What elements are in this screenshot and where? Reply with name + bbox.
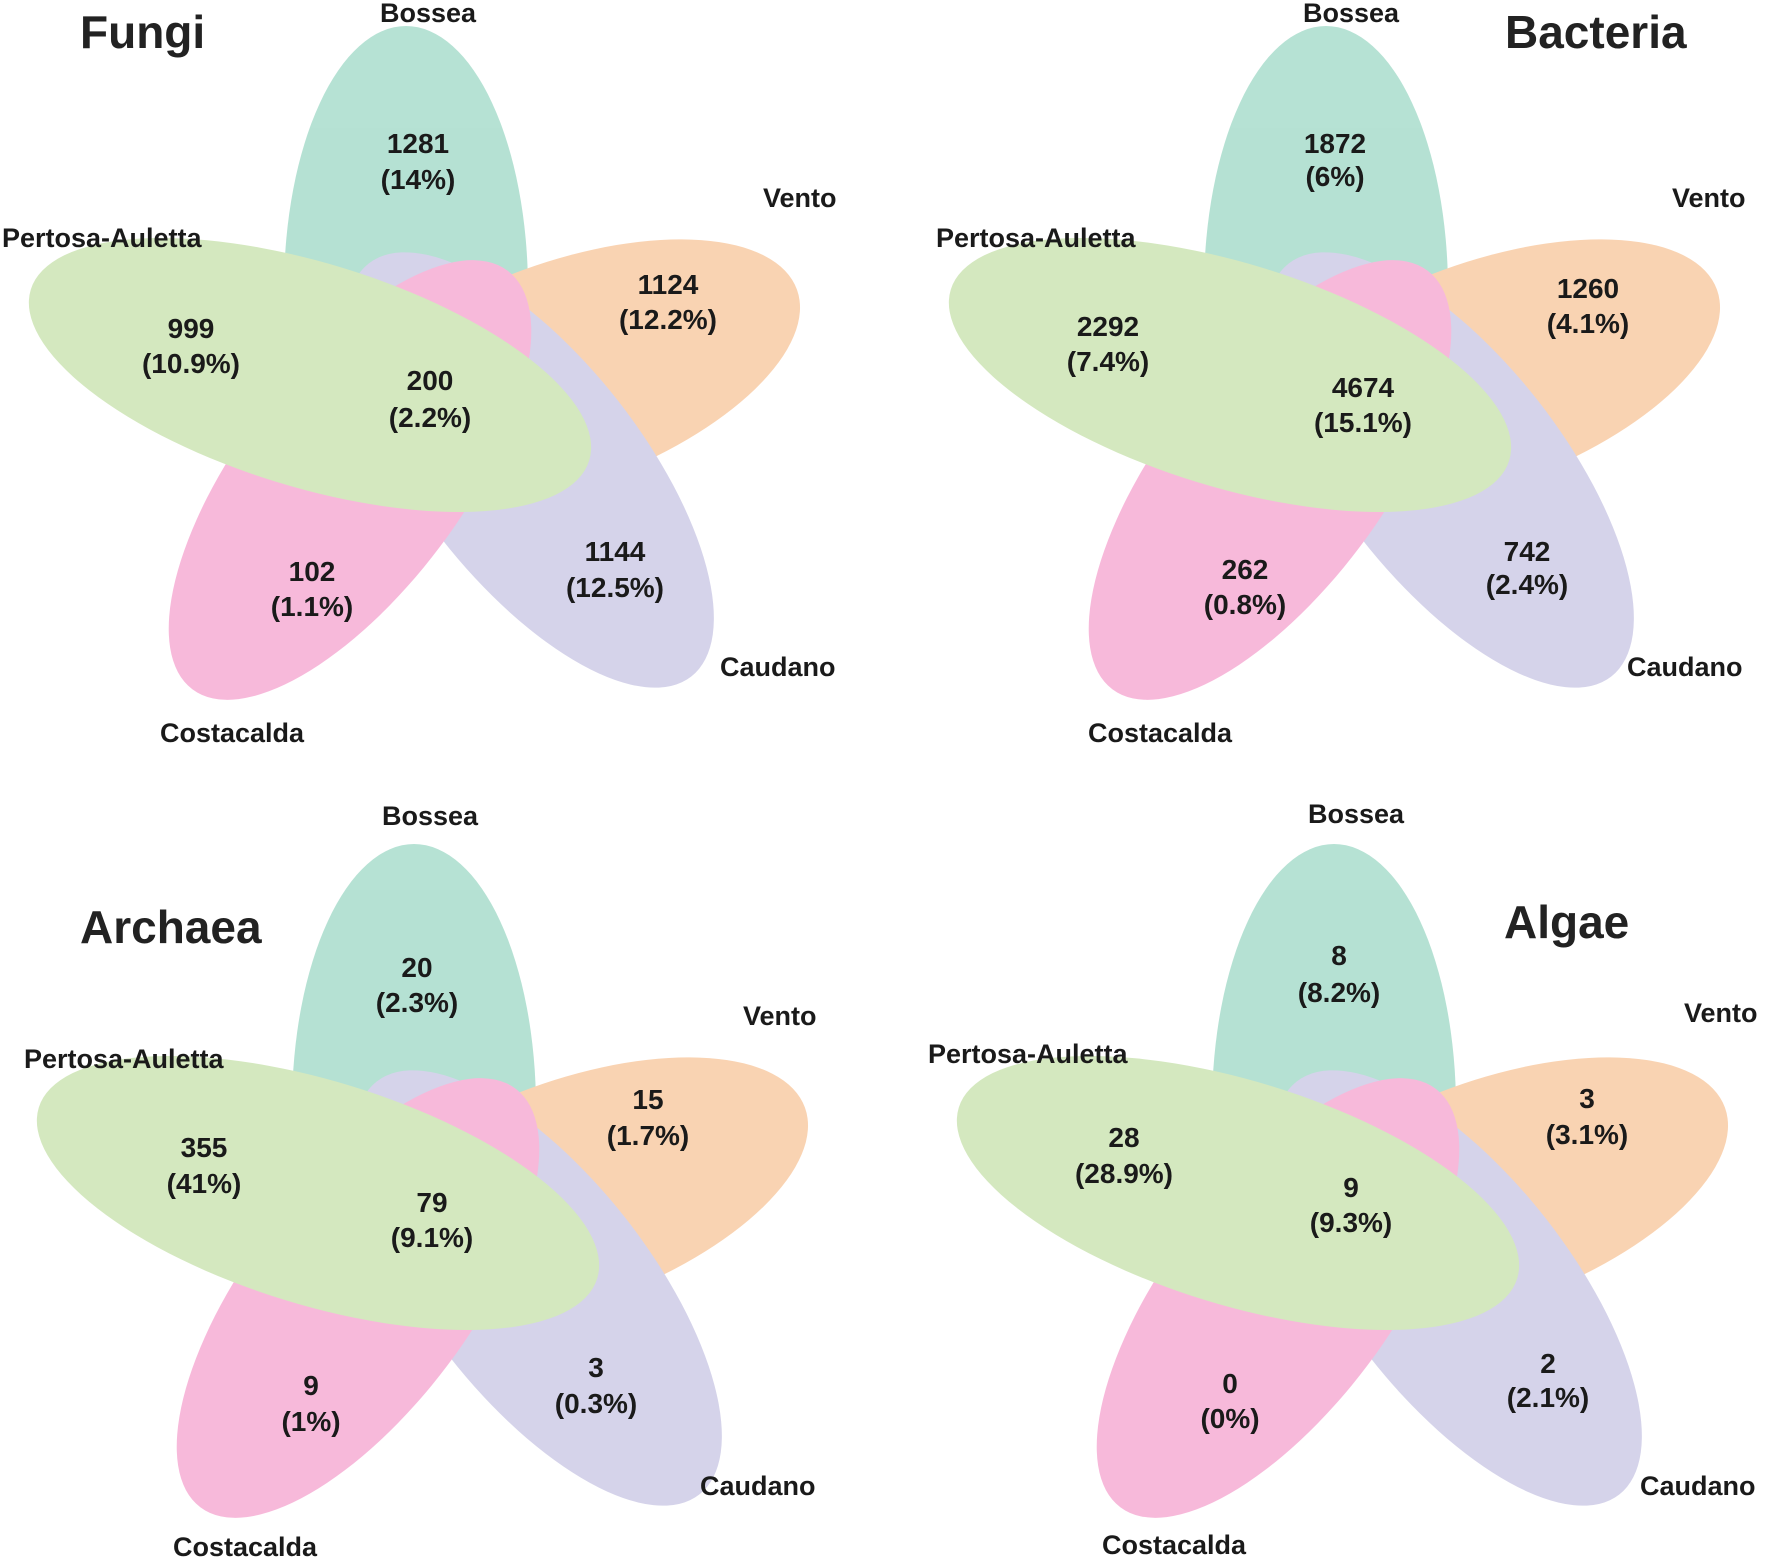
set-label-pertosa-auletta: Pertosa-Auletta xyxy=(928,1039,1129,1069)
region-percent-caudano: (2.4%) xyxy=(1486,569,1568,600)
venn-panel-bacteria: Bacteria Bossea Vento Caudano Costacalda… xyxy=(936,0,1746,748)
region-count-costacalda: 102 xyxy=(289,556,336,587)
region-percent-caudano: (12.5%) xyxy=(566,572,664,603)
ellipse-costacalda xyxy=(1088,260,1452,700)
region-count-all: 9 xyxy=(1343,1172,1359,1203)
ellipse-caudano xyxy=(346,252,714,688)
region-count-vento: 1124 xyxy=(638,269,699,300)
region-percent-costacalda: (1.1%) xyxy=(271,591,353,622)
set-label-vento: Vento xyxy=(743,1001,817,1031)
set-label-bossea: Bossea xyxy=(380,0,477,28)
ellipse-caudano xyxy=(1274,1070,1642,1506)
region-count-pertosa-auletta: 2292 xyxy=(1077,311,1139,342)
set-label-bossea: Bossea xyxy=(1308,799,1405,829)
panel-title: Fungi xyxy=(80,6,205,58)
region-count-caudano: 3 xyxy=(588,1352,604,1383)
region-count-bossea: 1872 xyxy=(1304,128,1366,159)
panel-title: Bacteria xyxy=(1505,6,1687,58)
ellipse-pertosa-auletta xyxy=(28,238,592,512)
region-percent-bossea: (2.3%) xyxy=(376,987,458,1018)
region-count-bossea: 8 xyxy=(1331,940,1347,971)
set-label-costacalda: Costacalda xyxy=(160,718,305,748)
set-label-costacalda: Costacalda xyxy=(1102,1530,1247,1560)
set-label-pertosa-auletta: Pertosa-Auletta xyxy=(24,1044,225,1074)
set-label-caudano: Caudano xyxy=(1627,652,1743,682)
region-count-vento: 1260 xyxy=(1557,273,1619,304)
ellipse-caudano xyxy=(354,1070,722,1506)
set-label-bossea: Bossea xyxy=(382,801,479,831)
region-percent-costacalda: (1%) xyxy=(281,1406,340,1437)
set-label-caudano: Caudano xyxy=(700,1471,816,1501)
set-label-costacalda: Costacalda xyxy=(1088,718,1233,748)
region-percent-costacalda: (0.8%) xyxy=(1204,589,1286,620)
region-percent-caudano: (2.1%) xyxy=(1507,1382,1589,1413)
set-label-caudano: Caudano xyxy=(720,652,836,682)
set-label-vento: Vento xyxy=(1684,998,1758,1028)
region-percent-pertosa-auletta: (10.9%) xyxy=(142,348,240,379)
region-percent-pertosa-auletta: (41%) xyxy=(167,1168,242,1199)
ellipse-pertosa-auletta xyxy=(956,1056,1520,1330)
region-percent-all: (15.1%) xyxy=(1314,407,1412,438)
region-count-all: 79 xyxy=(416,1187,447,1218)
region-count-costacalda: 0 xyxy=(1222,1368,1238,1399)
region-percent-all: (2.2%) xyxy=(389,402,471,433)
region-percent-bossea: (14%) xyxy=(381,164,456,195)
ellipse-bossea xyxy=(1212,844,1456,1372)
venn-panel-fungi: Fungi Bossea Vento Caudano Costacalda Pe… xyxy=(2,0,837,748)
ellipse-costacalda xyxy=(168,260,532,700)
region-count-bossea: 20 xyxy=(401,952,432,983)
region-percent-vento: (1.7%) xyxy=(607,1120,689,1151)
region-percent-vento: (3.1%) xyxy=(1546,1119,1628,1150)
region-count-pertosa-auletta: 355 xyxy=(181,1132,228,1163)
region-percent-vento: (4.1%) xyxy=(1547,308,1629,339)
region-percent-all: (9.1%) xyxy=(391,1222,473,1253)
ellipse-pertosa-auletta xyxy=(948,238,1512,512)
set-label-vento: Vento xyxy=(1672,183,1746,213)
ellipse-vento xyxy=(1243,239,1721,511)
set-label-caudano: Caudano xyxy=(1640,1471,1756,1501)
panel-title: Archaea xyxy=(80,901,262,953)
ellipse-pertosa-auletta xyxy=(36,1056,600,1330)
ellipse-bossea xyxy=(292,844,536,1372)
region-count-pertosa-auletta: 999 xyxy=(168,313,215,344)
ellipse-vento xyxy=(1251,1057,1729,1329)
region-count-all: 200 xyxy=(407,365,454,396)
region-percent-bossea: (8.2%) xyxy=(1298,977,1380,1008)
region-count-costacalda: 9 xyxy=(303,1370,319,1401)
region-count-caudano: 742 xyxy=(1504,536,1551,567)
region-count-pertosa-auletta: 28 xyxy=(1108,1122,1139,1153)
region-count-costacalda: 262 xyxy=(1222,554,1269,585)
set-label-bossea: Bossea xyxy=(1303,0,1400,28)
set-label-pertosa-auletta: Pertosa-Auletta xyxy=(2,223,203,253)
region-percent-bossea: (6%) xyxy=(1305,161,1364,192)
region-percent-pertosa-auletta: (7.4%) xyxy=(1067,346,1149,377)
ellipse-vento xyxy=(331,1057,809,1329)
venn-panel-archaea: Archaea Bossea Vento Caudano Costacalda … xyxy=(24,801,817,1562)
ellipse-vento xyxy=(323,239,801,511)
ellipse-bossea xyxy=(1204,26,1448,554)
set-label-pertosa-auletta: Pertosa-Auletta xyxy=(936,223,1137,253)
region-count-vento: 15 xyxy=(632,1084,663,1115)
region-count-caudano: 1144 xyxy=(585,536,646,567)
panel-title: Algae xyxy=(1504,896,1629,948)
region-percent-costacalda: (0%) xyxy=(1200,1403,1259,1434)
set-label-vento: Vento xyxy=(763,183,837,213)
region-count-vento: 3 xyxy=(1579,1083,1595,1114)
ellipse-caudano xyxy=(1266,252,1634,688)
ellipse-costacalda xyxy=(1096,1078,1460,1518)
region-percent-caudano: (0.3%) xyxy=(555,1388,637,1419)
venn-panel-algae: Algae Bossea Vento Caudano Costacalda Pe… xyxy=(928,799,1758,1560)
ellipse-bossea xyxy=(284,26,528,554)
set-label-costacalda: Costacalda xyxy=(173,1532,318,1562)
ellipse-costacalda xyxy=(176,1078,540,1518)
region-count-all: 4674 xyxy=(1332,372,1395,403)
region-percent-vento: (12.2%) xyxy=(619,304,717,335)
region-percent-all: (9.3%) xyxy=(1310,1207,1392,1238)
region-count-caudano: 2 xyxy=(1540,1348,1556,1379)
region-percent-pertosa-auletta: (28.9%) xyxy=(1075,1158,1173,1189)
region-count-bossea: 1281 xyxy=(387,128,449,159)
